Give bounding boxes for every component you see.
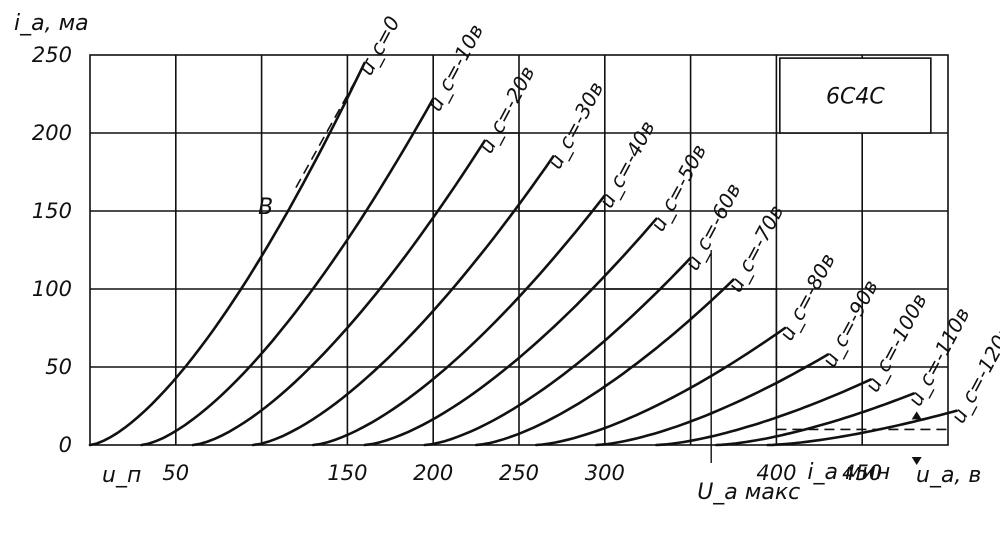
- series-line-12: [766, 409, 958, 447]
- series-line-11: [715, 392, 915, 447]
- y-axis-label: i_a, ма: [14, 11, 89, 36]
- chart-title: 6С4С: [826, 85, 885, 110]
- i-a-min-arrow-up: [911, 411, 922, 420]
- x-tick-label-2: 200: [413, 461, 453, 485]
- series-label-3: u_c=-30в: [543, 78, 609, 173]
- x-tick-label-3: 250: [499, 461, 539, 485]
- y-tick-label-5: 250: [32, 43, 72, 67]
- series-label-9: u_c=-90в: [817, 276, 883, 371]
- y-tick-label-4: 200: [32, 121, 72, 145]
- series-line-10: [655, 378, 873, 447]
- i-a-min-label: i_а мин: [807, 460, 890, 485]
- chart-extras: [295, 57, 948, 465]
- series-label-1: u_c=-10в: [422, 20, 488, 115]
- series-line-8: [534, 326, 787, 447]
- u-p-label: u_п: [102, 463, 141, 488]
- series-label-0: u_c=0: [354, 12, 405, 79]
- i-a-min-arrow-down: [911, 457, 922, 465]
- x-tick-label-6: 450: [842, 461, 882, 485]
- series-line-7: [474, 278, 735, 447]
- dissipation-limit-steps: [433, 132, 863, 406]
- series-curves: [88, 61, 958, 447]
- x-axis-label: u_a, в: [916, 463, 981, 488]
- series-label-7: u_c=-70в: [723, 201, 789, 296]
- tangent-dashed: [295, 57, 369, 188]
- u-a-max-label: U_а макс: [697, 480, 800, 505]
- series-line-3: [251, 155, 555, 447]
- point-b-label: B: [258, 195, 273, 220]
- y-tick-label-3: 150: [32, 199, 72, 223]
- x-tick-label-0: 50: [162, 461, 189, 485]
- series-line-1: [140, 97, 435, 447]
- y-tick-label-0: 0: [59, 433, 72, 457]
- series-line-2: [191, 139, 486, 447]
- y-tick-label-2: 100: [32, 277, 72, 301]
- series-line-5: [363, 217, 658, 447]
- series-label-2: u_c=-20в: [474, 62, 540, 157]
- series-line-6: [423, 256, 692, 447]
- series-line-4: [311, 194, 607, 447]
- series-line-0: [88, 61, 366, 447]
- x-tick-label-4: 300: [585, 461, 625, 485]
- series-label-4: u_c=-40в: [594, 117, 660, 212]
- series-line-9: [594, 353, 830, 447]
- y-tick-label-1: 50: [45, 355, 72, 379]
- series-label-8: u_c=-80в: [774, 249, 840, 344]
- title-box: [779, 57, 932, 134]
- x-tick-label-1: 150: [327, 461, 367, 485]
- x-tick-label-5: 400: [756, 461, 796, 485]
